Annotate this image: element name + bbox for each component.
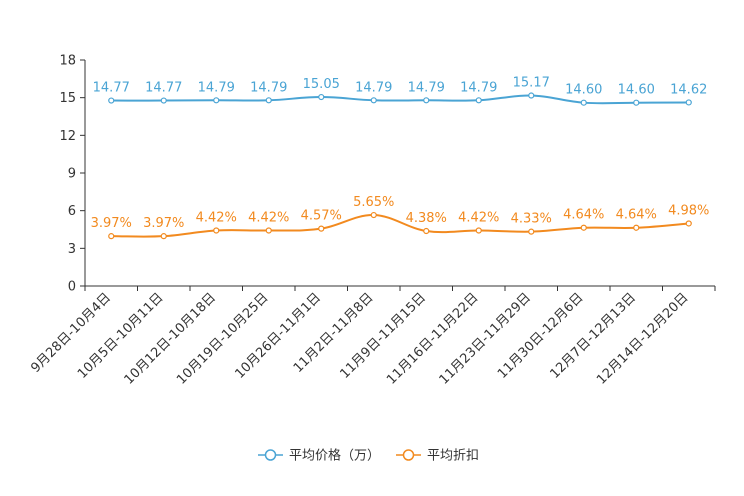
data-label: 14.79 bbox=[198, 80, 235, 95]
x-category-label: 11月16日-11月22日 bbox=[384, 290, 481, 387]
data-point[interactable] bbox=[580, 224, 587, 231]
data-point[interactable] bbox=[213, 227, 220, 234]
y-tick-label: 3 bbox=[68, 242, 76, 257]
data-point[interactable] bbox=[475, 227, 482, 234]
data-point[interactable] bbox=[528, 228, 535, 235]
data-point[interactable] bbox=[633, 224, 640, 231]
data-point[interactable] bbox=[108, 233, 115, 240]
data-label: 14.79 bbox=[355, 80, 392, 95]
data-label: 14.60 bbox=[618, 83, 655, 98]
data-point[interactable] bbox=[370, 97, 377, 104]
legend-item-0[interactable]: 平均价格（万） bbox=[258, 448, 380, 464]
series-0: 14.77 14.77 14.79 14.79 15.05 14.79 14.79 14.79… bbox=[93, 76, 707, 106]
data-label: 14.79 bbox=[460, 80, 497, 95]
data-point[interactable] bbox=[423, 97, 430, 104]
data-label: 15.05 bbox=[303, 77, 340, 92]
data-label: 4.57% bbox=[301, 209, 342, 224]
data-point[interactable] bbox=[318, 225, 325, 232]
data-label: 5.65% bbox=[353, 195, 394, 210]
data-label: 4.64% bbox=[616, 208, 657, 223]
data-point[interactable] bbox=[213, 97, 220, 104]
y-tick-label: 18 bbox=[59, 54, 76, 69]
data-label: 14.79 bbox=[250, 80, 287, 95]
legend[interactable]: 平均价格（万） 平均折扣 bbox=[258, 448, 479, 464]
legend-marker-icon bbox=[264, 449, 277, 461]
y-tick-label: 15 bbox=[59, 91, 76, 106]
data-label: 14.62 bbox=[670, 82, 707, 97]
legend-marker-icon bbox=[402, 449, 415, 461]
data-point[interactable] bbox=[475, 97, 482, 104]
y-tick-label: 12 bbox=[59, 129, 76, 144]
data-point[interactable] bbox=[265, 97, 272, 104]
data-point[interactable] bbox=[528, 92, 535, 99]
series-1: 3.97% 3.97% 4.42% 4.42% 4.57% 5.65% 4.38% 4.42%… bbox=[91, 195, 709, 240]
series-line bbox=[111, 214, 689, 238]
data-point[interactable] bbox=[318, 93, 325, 101]
data-label: 4.38% bbox=[406, 211, 447, 226]
data-label: 4.64% bbox=[563, 208, 604, 223]
data-point[interactable] bbox=[685, 220, 692, 227]
data-label: 3.97% bbox=[91, 216, 132, 231]
data-point[interactable] bbox=[633, 99, 640, 106]
data-label: 14.77 bbox=[145, 81, 182, 96]
data-point[interactable] bbox=[160, 97, 167, 104]
legend-label: 平均价格（万） bbox=[289, 448, 380, 464]
x-category-label: 10月19日-10月25日 bbox=[174, 290, 271, 387]
data-label: 4.98% bbox=[668, 203, 709, 218]
data-label: 14.77 bbox=[93, 81, 130, 96]
data-point[interactable] bbox=[108, 97, 115, 104]
data-point[interactable] bbox=[423, 227, 430, 235]
data-point[interactable] bbox=[370, 211, 377, 219]
data-label: 4.42% bbox=[248, 211, 289, 226]
series-line bbox=[111, 94, 689, 105]
y-tick-label: 0 bbox=[68, 280, 76, 295]
data-label: 4.33% bbox=[511, 212, 552, 227]
data-label: 4.42% bbox=[196, 211, 237, 226]
y-tick-label: 6 bbox=[68, 204, 76, 219]
data-label: 14.79 bbox=[408, 80, 445, 95]
data-label: 3.97% bbox=[143, 216, 184, 231]
legend-item-1[interactable]: 平均折扣 bbox=[396, 449, 479, 464]
data-point[interactable] bbox=[160, 233, 167, 240]
legend-label: 平均折扣 bbox=[427, 449, 479, 464]
data-point[interactable] bbox=[265, 227, 272, 234]
x-category-label: 11月23日-11月29日 bbox=[437, 290, 534, 387]
data-label: 4.42% bbox=[458, 211, 499, 226]
x-category-label: 12月14日-12月20日 bbox=[594, 290, 691, 387]
data-point[interactable] bbox=[685, 99, 692, 106]
data-label: 15.17 bbox=[513, 76, 550, 91]
x-category-label: 10月12日-10月18日 bbox=[122, 290, 219, 387]
data-label: 14.60 bbox=[565, 83, 602, 98]
y-tick-label: 9 bbox=[68, 167, 76, 182]
data-point[interactable] bbox=[580, 99, 587, 106]
series-layer: 14.77 14.77 14.79 14.79 15.05 14.79 14.79 14.79… bbox=[91, 76, 709, 240]
